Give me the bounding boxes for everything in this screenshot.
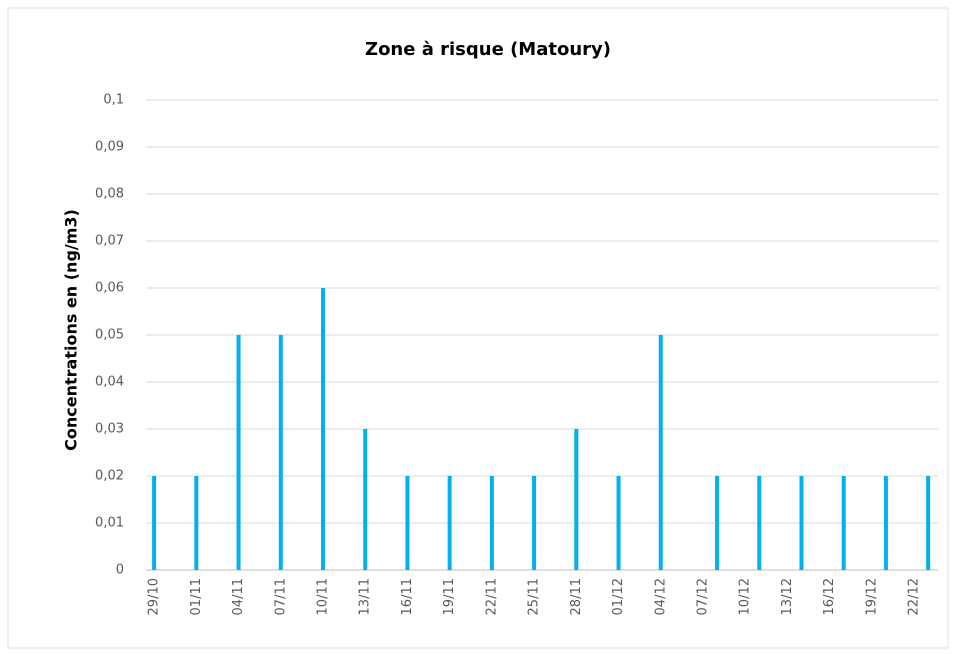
x-tick-label: 13/11 xyxy=(358,578,373,615)
x-tick-label: 10/12 xyxy=(738,578,753,615)
x-tick-label: 19/11 xyxy=(442,578,457,615)
x-tick-label: 28/11 xyxy=(569,578,584,615)
y-tick-label: 0,07 xyxy=(95,234,124,249)
bar xyxy=(841,476,846,570)
x-tick-label: 16/11 xyxy=(400,578,415,615)
x-tick-label: 01/11 xyxy=(189,578,204,615)
x-tick-label: 07/11 xyxy=(273,578,288,615)
x-tick-label: 22/12 xyxy=(907,578,922,615)
x-tick-label: 25/11 xyxy=(527,578,542,615)
bar xyxy=(278,335,283,570)
y-tick-label: 0,01 xyxy=(95,516,124,531)
bar xyxy=(532,476,537,570)
y-tick-label: 0,03 xyxy=(95,422,124,437)
y-axis-label: Concentrations en (ng/m3) xyxy=(62,209,81,451)
bar xyxy=(883,476,888,570)
y-tick-label: 0,02 xyxy=(95,469,124,484)
bar xyxy=(405,476,410,570)
x-tick-label: 13/12 xyxy=(780,578,795,615)
chart-frame xyxy=(7,7,949,649)
y-tick-label: 0,04 xyxy=(95,375,124,390)
x-tick-label: 10/11 xyxy=(315,578,330,615)
x-tick-label: 04/11 xyxy=(231,578,246,615)
x-tick-label: 07/12 xyxy=(695,578,710,615)
y-tick-label: 0,09 xyxy=(95,140,124,155)
x-tick-label: 29/10 xyxy=(147,578,162,615)
bar xyxy=(363,429,368,570)
bar xyxy=(799,476,804,570)
bar xyxy=(658,335,663,570)
x-tick-label: 04/12 xyxy=(653,578,668,615)
bar xyxy=(236,335,241,570)
chart-title: Zone à risque (Matoury) xyxy=(365,39,611,60)
y-tick-label: 0,05 xyxy=(95,328,124,343)
y-tick-label: 0,06 xyxy=(95,281,124,296)
bar xyxy=(757,476,762,570)
y-tick-label: 0,08 xyxy=(95,187,124,202)
bar xyxy=(616,476,621,570)
bar xyxy=(489,476,494,570)
bar xyxy=(320,288,325,570)
x-tick-label: 22/11 xyxy=(484,578,499,615)
x-tick-label: 01/12 xyxy=(611,578,626,615)
bar xyxy=(715,476,720,570)
bar xyxy=(926,476,931,570)
x-tick-label: 16/12 xyxy=(822,578,837,615)
x-tick-label: 19/12 xyxy=(864,578,879,615)
y-tick-label: 0 xyxy=(116,563,124,578)
bar xyxy=(194,476,199,570)
bar xyxy=(152,476,157,570)
bar xyxy=(574,429,579,570)
y-tick-label: 0,1 xyxy=(103,93,124,108)
bar xyxy=(447,476,452,570)
